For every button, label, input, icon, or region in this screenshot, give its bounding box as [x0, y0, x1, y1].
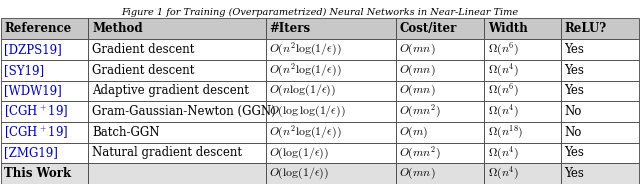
Text: [SY19]: [SY19]	[4, 64, 45, 77]
Text: $O(mn)$: $O(mn)$	[399, 63, 436, 78]
Bar	[484, 60, 561, 81]
Bar	[1, 163, 88, 184]
Text: $O(mn^2)$: $O(mn^2)$	[399, 103, 442, 120]
Text: Yes: Yes	[564, 146, 584, 160]
Text: Width: Width	[488, 22, 528, 35]
Text: No: No	[564, 105, 582, 118]
Text: $\Omega(n^4)$: $\Omega(n^4)$	[488, 165, 520, 182]
Bar	[266, 18, 396, 39]
Text: Adaptive gradient descent: Adaptive gradient descent	[92, 84, 249, 97]
Bar	[88, 101, 266, 122]
Bar	[88, 143, 266, 163]
Text: Yes: Yes	[564, 84, 584, 97]
Bar	[88, 163, 266, 184]
Bar	[266, 143, 396, 163]
Bar	[484, 101, 561, 122]
Bar	[266, 39, 396, 60]
Bar	[88, 39, 266, 60]
Bar	[561, 39, 639, 60]
Text: $\Omega(n^4)$: $\Omega(n^4)$	[488, 144, 520, 162]
Text: $O(mn)$: $O(mn)$	[399, 83, 436, 98]
Text: #Iters: #Iters	[269, 22, 310, 35]
Text: [DZPS19]: [DZPS19]	[4, 43, 62, 56]
Text: $O(\log(1/\epsilon))$: $O(\log(1/\epsilon))$	[269, 145, 330, 161]
Text: $O(mn^2)$: $O(mn^2)$	[399, 144, 442, 162]
Text: $O(\log\log(1/\epsilon))$: $O(\log\log(1/\epsilon))$	[269, 104, 346, 119]
Bar	[561, 122, 639, 143]
Bar	[1, 60, 88, 81]
Text: Natural gradient descent: Natural gradient descent	[92, 146, 242, 160]
Text: $\Omega(n^6)$: $\Omega(n^6)$	[488, 82, 520, 99]
Text: $O(n^2 \log(1/\epsilon))$: $O(n^2 \log(1/\epsilon))$	[269, 124, 342, 141]
Text: Yes: Yes	[564, 64, 584, 77]
Text: Gram-Gaussian-Newton (GGN): Gram-Gaussian-Newton (GGN)	[92, 105, 276, 118]
Text: Gradient descent: Gradient descent	[92, 43, 195, 56]
Bar	[266, 163, 396, 184]
Bar	[396, 60, 484, 81]
Text: No: No	[564, 126, 582, 139]
Bar	[1, 39, 88, 60]
Text: Yes: Yes	[564, 167, 584, 180]
Text: $O(n\log(1/\epsilon))$: $O(n\log(1/\epsilon))$	[269, 83, 337, 98]
Text: [WDW19]: [WDW19]	[4, 84, 62, 97]
Text: This Work: This Work	[4, 167, 72, 180]
Text: [CGH$^+$19]: [CGH$^+$19]	[4, 124, 69, 140]
Bar	[396, 101, 484, 122]
Text: Batch-GGN: Batch-GGN	[92, 126, 159, 139]
Text: $O(mn)$: $O(mn)$	[399, 166, 436, 181]
Bar	[561, 163, 639, 184]
Text: $\Omega(n^4)$: $\Omega(n^4)$	[488, 103, 520, 120]
Text: $\Omega(n^{18})$: $\Omega(n^{18})$	[488, 124, 524, 141]
Text: Gradient descent: Gradient descent	[92, 64, 195, 77]
Bar	[396, 18, 484, 39]
Bar	[1, 122, 88, 143]
Bar	[561, 81, 639, 101]
Bar	[561, 60, 639, 81]
Bar	[266, 60, 396, 81]
Bar	[484, 163, 561, 184]
Bar	[396, 143, 484, 163]
Text: Cost/iter: Cost/iter	[399, 22, 457, 35]
Text: $O(\log(1/\epsilon))$: $O(\log(1/\epsilon))$	[269, 166, 330, 181]
Bar	[561, 18, 639, 39]
Text: $\Omega(n^6)$: $\Omega(n^6)$	[488, 41, 520, 58]
Text: $\Omega(n^4)$: $\Omega(n^4)$	[488, 62, 520, 79]
Text: [ZMG19]: [ZMG19]	[4, 146, 58, 160]
Bar	[88, 60, 266, 81]
Text: $O(m)$: $O(m)$	[399, 125, 429, 140]
Text: Yes: Yes	[564, 43, 584, 56]
Bar	[484, 18, 561, 39]
Text: $O(n^2 \log(1/\epsilon))$: $O(n^2 \log(1/\epsilon))$	[269, 41, 342, 58]
Bar	[1, 101, 88, 122]
Bar	[561, 101, 639, 122]
Text: $O(mn)$: $O(mn)$	[399, 42, 436, 57]
Text: Method: Method	[92, 22, 143, 35]
Bar	[396, 122, 484, 143]
Bar	[484, 122, 561, 143]
Bar	[88, 81, 266, 101]
Bar	[1, 81, 88, 101]
Text: $O(n^2 \log(1/\epsilon))$: $O(n^2 \log(1/\epsilon))$	[269, 62, 342, 79]
Bar	[266, 81, 396, 101]
Bar	[1, 18, 88, 39]
Bar	[266, 122, 396, 143]
Bar	[88, 18, 266, 39]
Text: Reference: Reference	[4, 22, 72, 35]
Text: ReLU?: ReLU?	[564, 22, 607, 35]
Bar	[484, 39, 561, 60]
Bar	[484, 81, 561, 101]
Bar	[396, 81, 484, 101]
Bar	[484, 143, 561, 163]
Bar	[266, 101, 396, 122]
Bar	[396, 163, 484, 184]
Bar	[88, 122, 266, 143]
Bar	[396, 39, 484, 60]
Text: [CGH$^+$19]: [CGH$^+$19]	[4, 104, 69, 119]
Bar	[1, 143, 88, 163]
Bar	[561, 143, 639, 163]
Text: Figure 1 for Training (Overparametrized) Neural Networks in Near-Linear Time: Figure 1 for Training (Overparametrized)…	[122, 7, 518, 17]
